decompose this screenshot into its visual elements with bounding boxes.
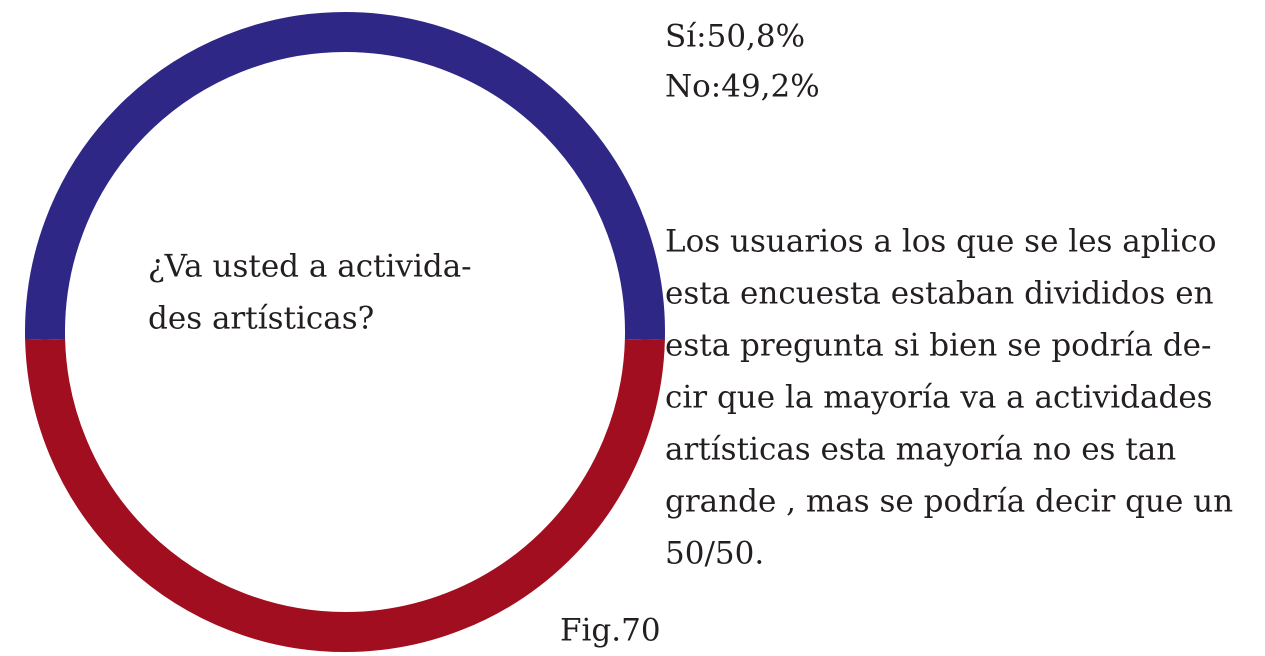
caption: Fig.70 [560, 613, 661, 649]
description-line: esta pregunta si bien se podría de- [665, 328, 1211, 364]
donut-slice [25, 339, 665, 652]
donut-slice [25, 12, 665, 341]
description-line: artísticas esta mayoría no es tan [665, 432, 1176, 468]
description-line: esta encuesta estaban divididos en [665, 276, 1214, 312]
description-line: cir que la mayoría va a actividades [665, 380, 1213, 416]
value-label: No:49,2% [665, 69, 820, 105]
center-text: des artísticas? [148, 301, 374, 337]
center-text: ¿Va usted a activida- [148, 249, 472, 285]
description-line: grande , mas se podría decir que un [665, 484, 1233, 520]
value-label: Sí:50,8% [665, 19, 805, 55]
description-line: 50/50. [665, 536, 764, 572]
description-line: Los usuarios a los que se les aplico [665, 224, 1217, 260]
